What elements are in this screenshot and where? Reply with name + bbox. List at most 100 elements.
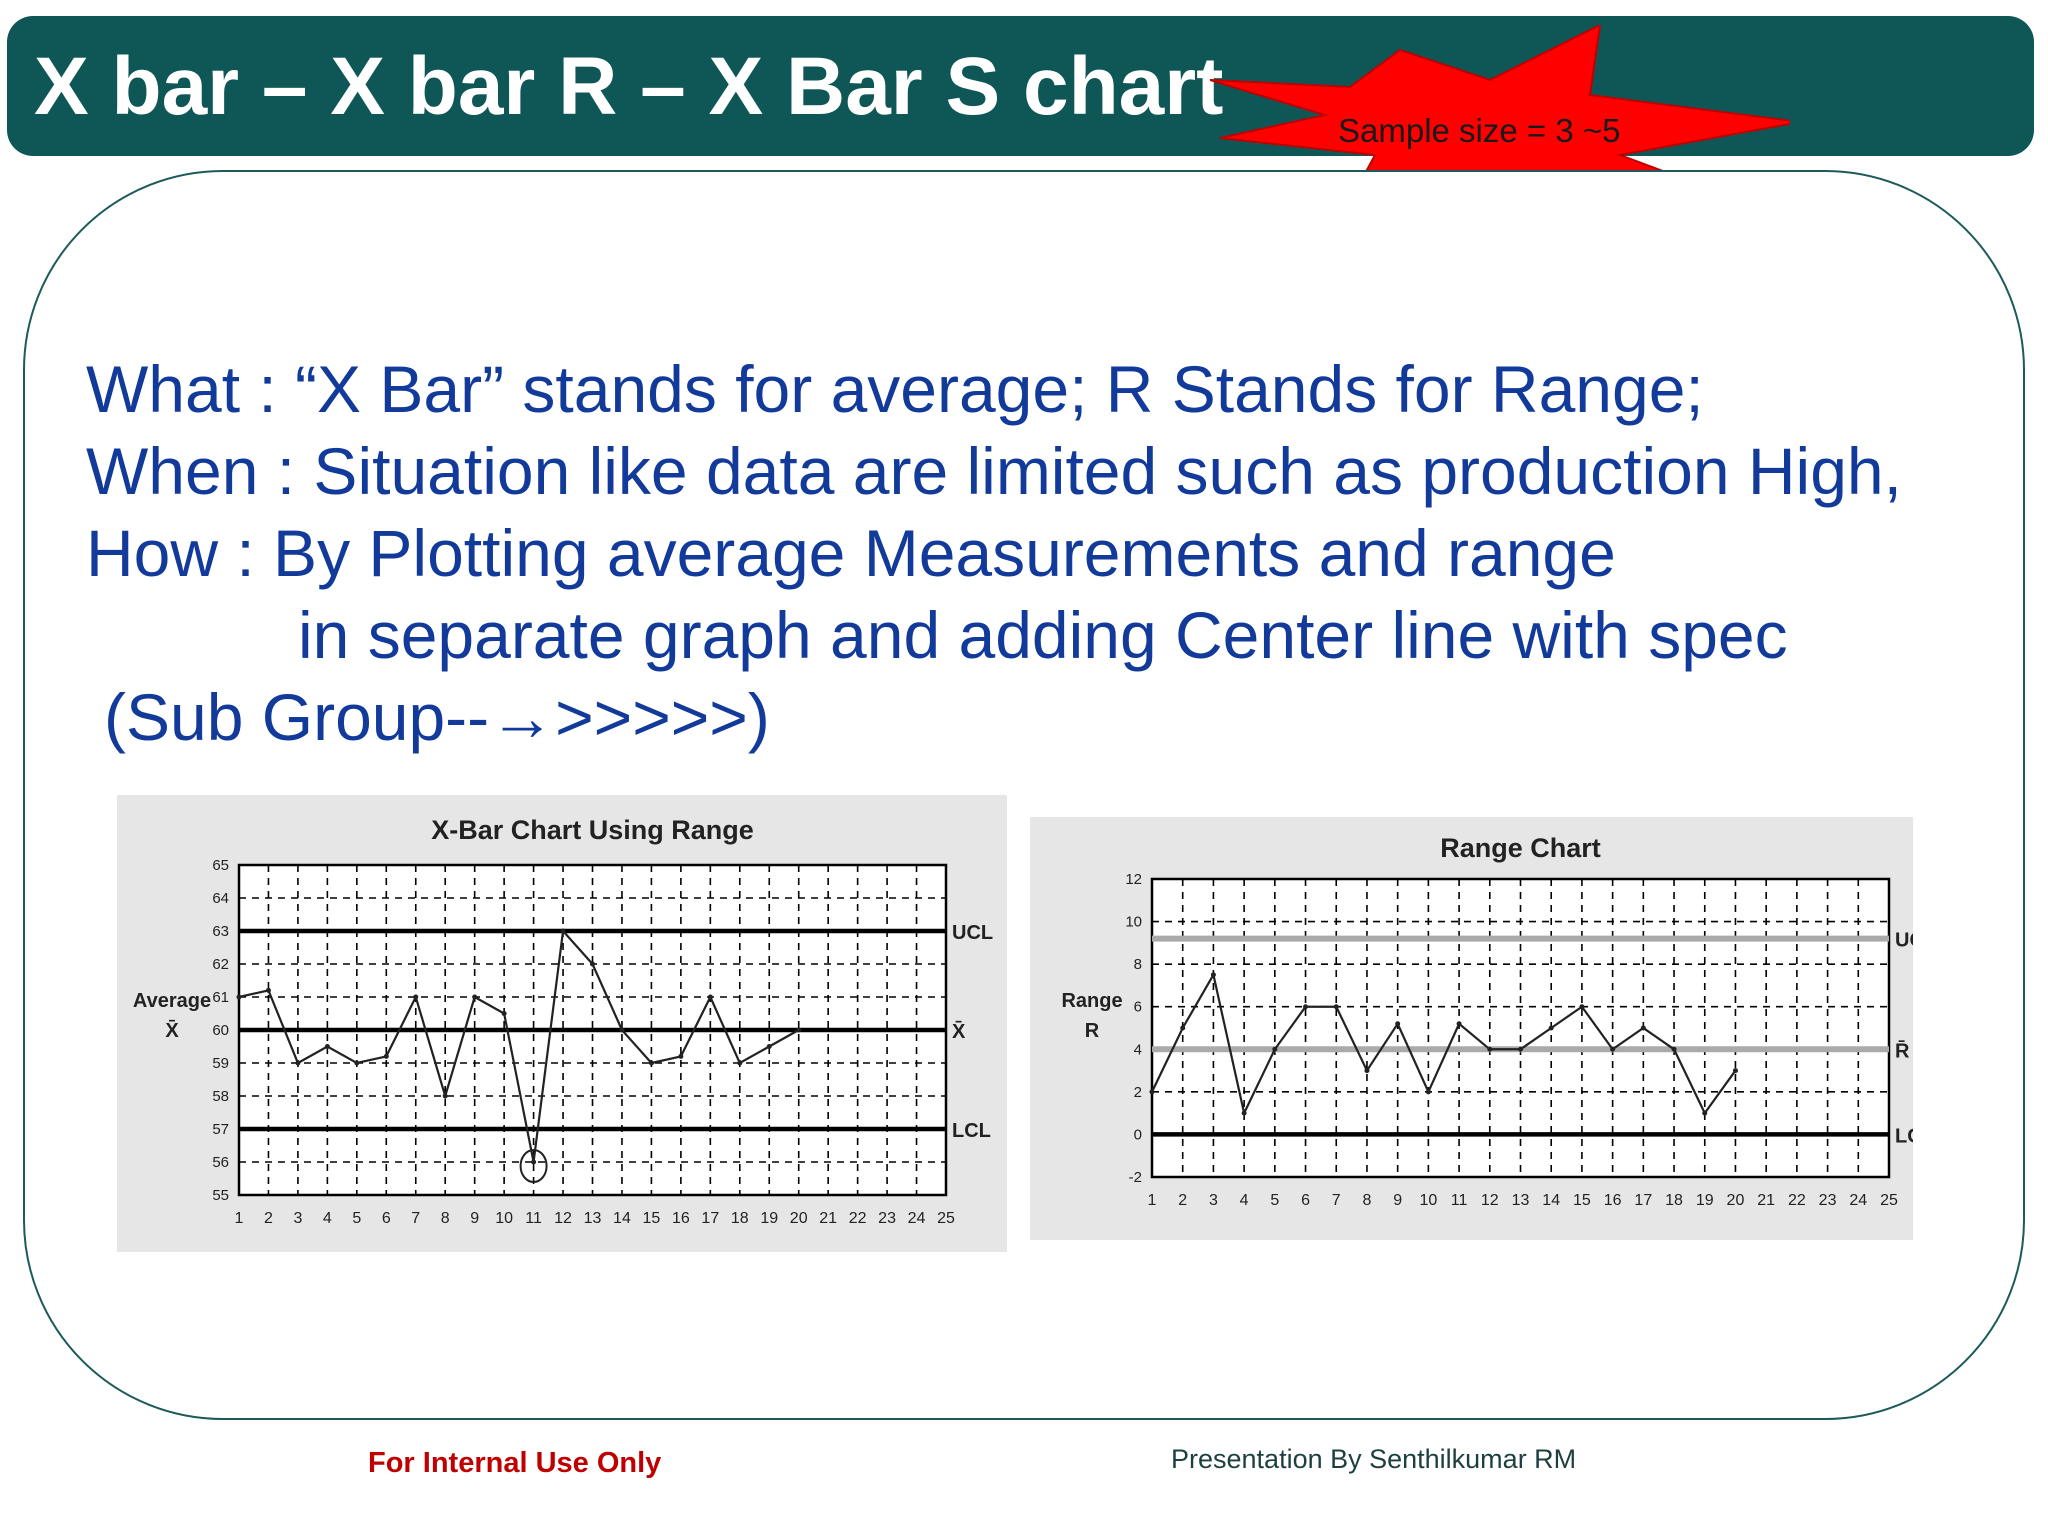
x-tick-label: 25 — [1880, 1192, 1898, 1209]
x-tick-label: 15 — [643, 1210, 661, 1227]
x-tick-label: 9 — [1393, 1192, 1402, 1209]
slide-title: X bar – X bar R – X Bar S chart — [34, 41, 1224, 132]
data-point — [324, 1044, 330, 1049]
x-tick-label: 6 — [1301, 1192, 1310, 1209]
control-line-label: UCL — [1895, 930, 1913, 952]
x-tick-label: 22 — [849, 1210, 867, 1227]
body-line-what: What : “X Bar” stands for average; R Sta… — [86, 352, 1704, 426]
series-line — [238, 928, 800, 1163]
y-tick-label: 2 — [1134, 1084, 1142, 1101]
x-tick-label: 9 — [470, 1210, 479, 1227]
series-line — [1151, 971, 1737, 1117]
x-tick-label: 23 — [1819, 1192, 1837, 1209]
control-line-label: R̄ — [1895, 1040, 1910, 1062]
y-tick-label: 10 — [1125, 914, 1142, 931]
x-tick-label: 12 — [554, 1210, 572, 1227]
x-tick-label: 13 — [584, 1210, 602, 1227]
x-tick-label: 8 — [1363, 1192, 1372, 1209]
y-tick-label: 62 — [212, 956, 229, 973]
x-tick-label: 18 — [731, 1210, 749, 1227]
data-point — [1272, 1046, 1278, 1052]
x-tick-label: 10 — [1419, 1192, 1437, 1209]
x-tick-label: 17 — [701, 1210, 719, 1227]
x-tick-label: 8 — [441, 1210, 450, 1227]
x-tick-label: 19 — [1696, 1192, 1714, 1209]
x-tick-label: 14 — [613, 1210, 631, 1227]
data-point — [560, 928, 566, 934]
data-point — [1241, 1110, 1247, 1116]
data-point — [678, 1053, 684, 1059]
data-point — [501, 1011, 507, 1016]
data-point — [648, 1060, 654, 1066]
chart-title: Range Chart — [1440, 833, 1601, 863]
x-tick-label: 18 — [1665, 1192, 1683, 1209]
data-point — [1548, 1025, 1554, 1031]
y-tick-label: 12 — [1125, 871, 1142, 888]
data-point — [472, 994, 478, 1000]
data-point — [1210, 972, 1216, 978]
xbar-chart-box: X-Bar Chart Using Range 1 2 3 4 5 6 7 8 9 10 11 12 13… — [117, 795, 1007, 1252]
x-tick-label: 2 — [264, 1210, 273, 1227]
x-tick-label: 4 — [1240, 1192, 1249, 1209]
x-tick-label: 5 — [1270, 1192, 1279, 1209]
control-line-label: LCL — [1895, 1125, 1913, 1147]
x-tick-label: 3 — [293, 1210, 302, 1227]
x-tick-label: 7 — [411, 1210, 420, 1227]
data-point — [413, 994, 419, 1000]
data-point — [619, 1027, 625, 1033]
body-text: What : “X Bar” stands for average; R Sta… — [86, 348, 1902, 758]
y-tick-label: 8 — [1134, 956, 1142, 973]
y-tick-label: 4 — [1134, 1041, 1142, 1058]
data-point — [1303, 1004, 1309, 1010]
y-tick-label: 64 — [212, 890, 229, 907]
y-tick-label: 56 — [212, 1154, 229, 1171]
x-tick-label: 20 — [790, 1210, 808, 1227]
data-point — [1456, 1021, 1462, 1027]
data-point — [1180, 1025, 1186, 1031]
data-point — [1518, 1046, 1523, 1052]
data-point — [1333, 1004, 1339, 1010]
y-tick-label: 59 — [212, 1055, 229, 1072]
x-tick-label: 1 — [1148, 1192, 1157, 1209]
data-point — [295, 1060, 301, 1066]
data-point — [1610, 1046, 1616, 1052]
y-tick-label: 0 — [1134, 1126, 1142, 1143]
x-tick-label: 2 — [1178, 1192, 1187, 1209]
data-point — [1364, 1068, 1370, 1074]
data-point — [1702, 1110, 1708, 1116]
y-axis-label: Range — [1061, 990, 1122, 1012]
x-tick-label: 15 — [1573, 1192, 1591, 1209]
data-point — [796, 1027, 802, 1033]
x-tick-label: 7 — [1332, 1192, 1341, 1209]
data-point — [531, 1159, 537, 1165]
out-of-control-marker — [519, 1149, 548, 1183]
data-point — [1395, 1021, 1401, 1027]
footer-internal-use: For Internal Use Only — [368, 1447, 662, 1479]
data-point — [590, 961, 595, 967]
data-point — [236, 994, 242, 1000]
x-tick-label: 21 — [1757, 1192, 1775, 1209]
control-line-label: X̄ — [952, 1021, 966, 1043]
x-tick-label: 3 — [1209, 1192, 1218, 1209]
y-axis-symbol: X̄ — [165, 1020, 179, 1042]
y-axis-label: Average — [133, 990, 211, 1012]
range-chart-box: Range Chart 1 2 3 4 5 6 7 8 9 10 11 12 13 14 15 16 17 18 19… — [1030, 817, 1936, 1240]
y-tick-label: 60 — [212, 1022, 229, 1039]
x-tick-label: 16 — [1604, 1192, 1622, 1209]
y-tick-label: 61 — [212, 989, 229, 1006]
data-point — [1732, 1068, 1738, 1074]
data-point — [1425, 1089, 1431, 1095]
x-tick-label: 20 — [1727, 1192, 1745, 1209]
data-point — [354, 1060, 360, 1066]
y-tick-label: 57 — [212, 1121, 229, 1138]
data-point — [1487, 1046, 1493, 1052]
data-point — [383, 1053, 389, 1059]
y-tick-label: 6 — [1134, 999, 1142, 1016]
x-tick-label: 6 — [382, 1210, 391, 1227]
control-line-label: LCL — [952, 1120, 991, 1142]
x-tick-label: 17 — [1634, 1192, 1652, 1209]
sample-size-callout: Sample size = 3 ~5 — [1338, 112, 1621, 149]
body-line-how: How : By Plotting average Measurements a… — [86, 516, 1616, 590]
body-line-when: When : Situation like data are limited s… — [86, 434, 1902, 508]
x-tick-label: 11 — [525, 1210, 542, 1227]
